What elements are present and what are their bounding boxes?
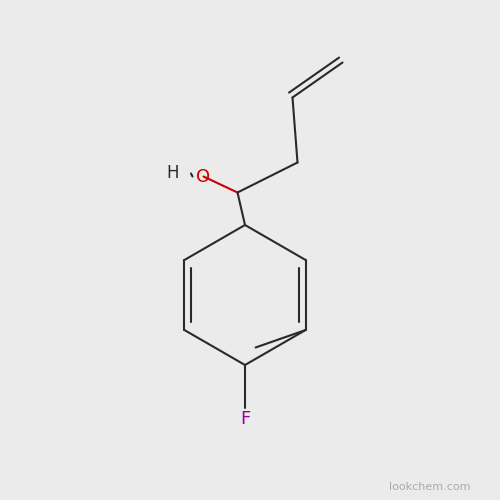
Text: F: F (240, 410, 250, 428)
Text: lookchem.com: lookchem.com (389, 482, 471, 492)
Text: O: O (196, 168, 210, 186)
Text: H: H (166, 164, 179, 182)
